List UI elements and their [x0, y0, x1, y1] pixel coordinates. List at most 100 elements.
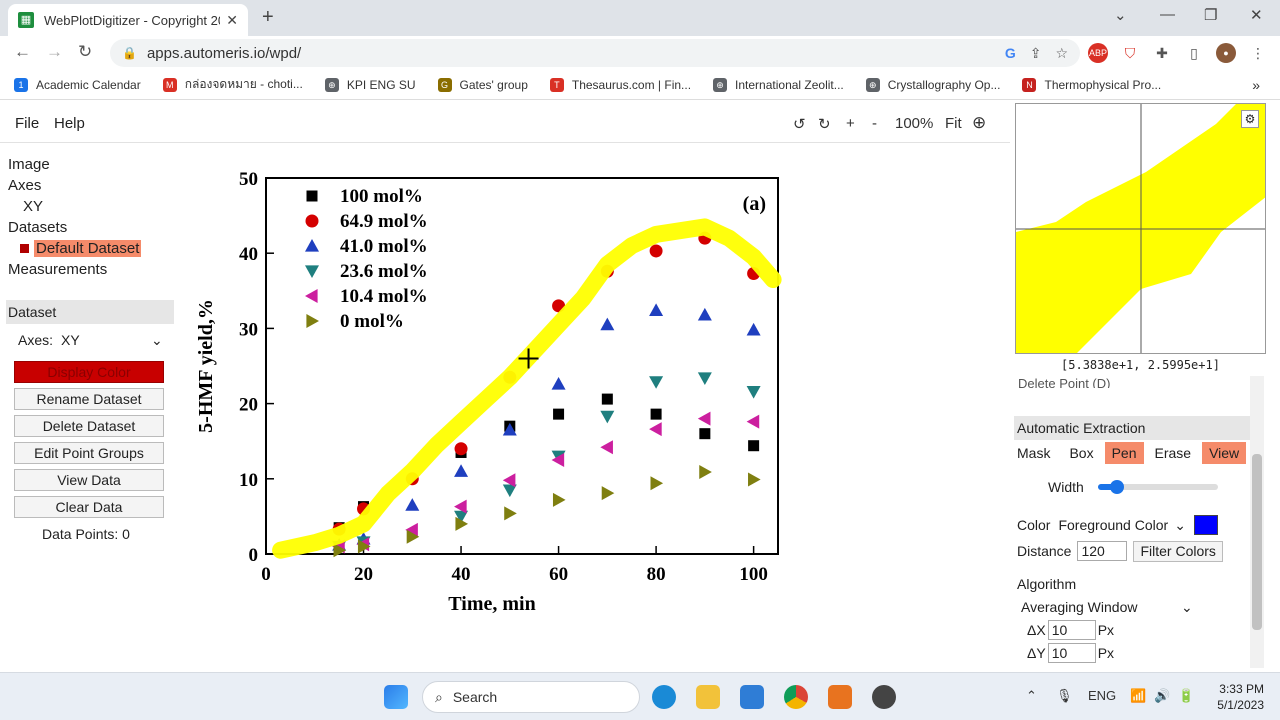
mask-box-button[interactable]: Box — [1069, 445, 1094, 461]
tab-search-icon[interactable]: ⌄ — [1114, 7, 1127, 24]
restore-icon[interactable]: ❐ — [1204, 7, 1218, 24]
algorithm-select[interactable]: Averaging Window ⌄ — [1014, 596, 1250, 618]
axes-select-row[interactable]: Axes: XY ⌄ — [6, 324, 174, 356]
browser-tab[interactable]: ▦ WebPlotDigitizer - Copyright 20 ✕ — [8, 4, 248, 36]
bookmark-item[interactable]: T Thesaurus.com | Fin... — [549, 77, 691, 92]
distance-input[interactable]: 120 — [1077, 541, 1128, 561]
reload-icon[interactable]: ↻ — [78, 42, 93, 61]
menu-help[interactable]: Help — [54, 115, 85, 132]
shield-extension-icon[interactable]: ⛉ — [1120, 43, 1140, 63]
tree-item-default-dataset[interactable]: Default Dataset — [8, 238, 142, 259]
zoom-in-button[interactable]: + — [846, 115, 855, 132]
side-panel-icon[interactable]: ▯ — [1184, 43, 1204, 63]
data-point-triangle-left — [502, 473, 516, 488]
dy-input[interactable]: 10 — [1047, 642, 1096, 663]
share-icon[interactable]: ⇪ — [1029, 44, 1042, 61]
width-slider[interactable] — [1097, 480, 1218, 494]
tree-item-measurements[interactable]: Measurements — [8, 261, 108, 278]
tab-title: WebPlotDigitizer - Copyright 20 — [44, 12, 221, 28]
menu-file[interactable]: File — [15, 115, 40, 132]
data-point-triangle-down — [600, 410, 615, 424]
x-tick-label: 40 — [452, 564, 471, 585]
display-color-button[interactable]: Display Color — [14, 361, 164, 383]
chevron-down-icon[interactable]: ⌄ — [151, 331, 163, 348]
panel-scrollbar[interactable] — [1250, 376, 1264, 668]
wifi-icon[interactable]: 📶 — [1130, 688, 1147, 703]
address-bar[interactable]: 🔒 apps.automeris.io/wpd/ G ⇪ ☆ — [110, 39, 1080, 67]
volume-icon[interactable]: 🔊 — [1154, 688, 1171, 703]
bookmarks-overflow-icon[interactable]: » — [1252, 76, 1260, 93]
profile-avatar[interactable]: ● — [1216, 43, 1236, 63]
bookmark-item[interactable]: M กล่องจดหมาย - choti... — [162, 75, 303, 94]
chevron-down-icon[interactable]: ⌄ — [1174, 516, 1186, 533]
windows-start-icon[interactable] — [384, 685, 408, 709]
bookmark-item[interactable]: G Gates' group — [437, 77, 528, 92]
dx-input[interactable]: 10 — [1047, 619, 1096, 640]
algorithm-value[interactable]: Averaging Window — [1021, 599, 1138, 615]
legend-label: 64.9 mol% — [340, 211, 428, 232]
extensions-icon[interactable]: ✚ — [1152, 43, 1172, 63]
chrome-icon[interactable] — [784, 685, 808, 709]
bookmark-item[interactable]: N Thermophysical Pro... — [1022, 77, 1161, 92]
color-swatch[interactable] — [1193, 515, 1218, 535]
minimize-icon[interactable]: — — [1160, 6, 1175, 23]
chevron-down-icon[interactable]: ⌄ — [1181, 598, 1193, 615]
tree-item-image[interactable]: Image — [8, 156, 50, 173]
taskbar-search[interactable]: ⌕ Search — [422, 681, 640, 713]
width-slider-fill — [1097, 484, 1116, 490]
edge-icon[interactable] — [652, 685, 676, 709]
axes-select-value[interactable]: XY — [61, 332, 80, 348]
clear-data-button[interactable]: Clear Data — [14, 496, 164, 518]
url-text[interactable]: apps.automeris.io/wpd/ — [146, 44, 302, 62]
menu-icon[interactable]: ⋮ — [1248, 43, 1268, 63]
crosshair-icon[interactable]: ⊕ — [972, 113, 987, 132]
mail-icon[interactable] — [740, 685, 764, 709]
bookmark-item[interactable]: ⊕ KPI ENG SU — [324, 77, 416, 92]
legend-marker-circle — [305, 214, 319, 228]
data-point-triangle-left — [454, 499, 467, 514]
forward-icon[interactable]: → — [46, 42, 63, 61]
file-explorer-icon[interactable] — [696, 685, 720, 709]
width-slider-handle[interactable] — [1109, 480, 1124, 494]
rename-dataset-button[interactable]: Rename Dataset — [14, 388, 164, 410]
legend-label: 23.6 mol% — [340, 261, 428, 282]
tree-item-datasets[interactable]: Datasets — [8, 219, 68, 236]
google-icon[interactable]: G — [1004, 45, 1016, 61]
new-tab-button[interactable]: + — [262, 6, 274, 28]
plot-canvas[interactable]: 0 20 40 60 80 100 0 10 20 30 40 50 Time, min 5-HMF yi… — [180, 160, 800, 622]
close-tab-icon[interactable]: ✕ — [226, 11, 238, 28]
rotate-right-icon[interactable]: ↻ — [818, 116, 831, 133]
mask-pen-button[interactable]: Pen — [1104, 442, 1144, 464]
adblock-extension-icon[interactable]: ABP — [1088, 43, 1108, 63]
microphone-icon[interactable]: 🎙 — [1056, 688, 1073, 703]
delete-dataset-button[interactable]: Delete Dataset — [14, 415, 164, 437]
rotate-left-icon[interactable]: ↺ — [793, 116, 806, 133]
tree-item-axes[interactable]: Axes — [8, 177, 42, 194]
back-icon[interactable]: ← — [14, 42, 31, 61]
mask-view-button[interactable]: View — [1202, 442, 1247, 464]
bookmark-item[interactable]: ⊕ International Zeolit... — [713, 77, 844, 92]
bookmark-star-icon[interactable]: ☆ — [1055, 44, 1068, 61]
fit-button[interactable]: Fit — [945, 115, 962, 132]
delete-point-button-partial[interactable]: Delete Point (D) — [1018, 376, 1111, 388]
obs-icon[interactable] — [872, 685, 896, 709]
zoom-out-button[interactable]: - — [872, 115, 877, 132]
filter-colors-button[interactable]: Filter Colors — [1133, 540, 1223, 562]
color-mode-select[interactable]: Foreground Color — [1058, 517, 1169, 533]
scrollbar-thumb[interactable] — [1252, 454, 1262, 630]
app-icon[interactable] — [828, 685, 852, 709]
view-data-button[interactable]: View Data — [14, 469, 164, 491]
tray-overflow-icon[interactable]: ⌃ — [1026, 688, 1037, 703]
edit-point-groups-button[interactable]: Edit Point Groups — [14, 442, 164, 464]
taskbar-clock[interactable]: 3:33 PM 5/1/2023 — [1208, 681, 1264, 713]
battery-icon[interactable]: 🔋 — [1178, 688, 1195, 703]
mask-erase-button[interactable]: Erase — [1154, 445, 1192, 461]
tree-item-xy[interactable]: XY — [23, 198, 44, 215]
bookmark-item[interactable]: 1 Academic Calendar — [14, 77, 141, 92]
dataset-panel-header: Dataset — [6, 300, 174, 324]
search-icon: ⌕ — [435, 688, 443, 705]
zoom-settings-icon[interactable]: ⚙ — [1241, 110, 1259, 128]
language-indicator[interactable]: ENG — [1088, 688, 1117, 703]
bookmark-item[interactable]: ⊕ Crystallography Op... — [865, 77, 1000, 92]
close-window-icon[interactable]: ✕ — [1250, 7, 1263, 24]
